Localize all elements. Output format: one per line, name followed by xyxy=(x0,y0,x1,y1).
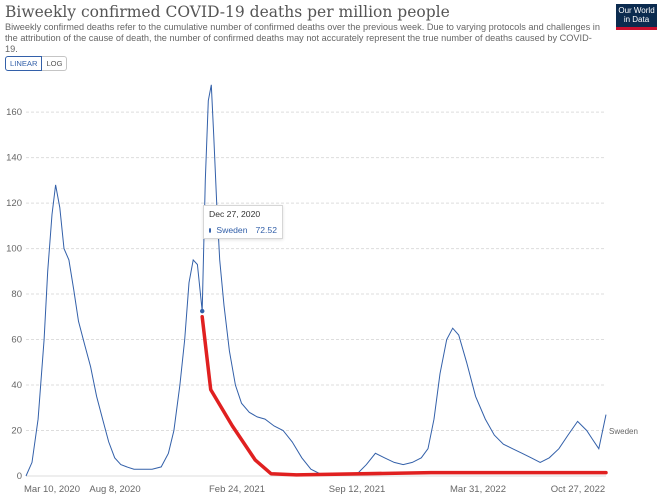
chart-title: Biweekly confirmed COVID-19 deaths per m… xyxy=(5,3,450,21)
x-tick-label: Mar 31, 2022 xyxy=(450,484,506,495)
gridlines xyxy=(26,111,606,477)
hover-point xyxy=(200,308,205,314)
y-tick-label: 120 xyxy=(6,198,22,209)
y-tick-label: 60 xyxy=(11,335,22,346)
series-line-sweden[interactable] xyxy=(25,84,607,477)
y-tick-label: 100 xyxy=(6,244,22,255)
linear-button[interactable]: LINEAR xyxy=(5,56,43,71)
chart-subtitle: Biweekly confirmed deaths refer to the c… xyxy=(5,22,600,54)
y-tick-label: 40 xyxy=(11,380,22,391)
x-tick-label: Mar 10, 2020 xyxy=(24,484,80,495)
owid-logo[interactable]: Our World in Data xyxy=(616,4,657,30)
tooltip-value: 72.52 xyxy=(255,225,277,235)
x-tick-label: Aug 8, 2020 xyxy=(89,484,140,495)
y-axis: 0 20 40 60 80 100 120 140 160 xyxy=(6,107,22,482)
series-label-sweden[interactable]: Sweden xyxy=(609,427,638,436)
scale-toggle: LINEAR LOG xyxy=(5,56,68,71)
logo-line-2: in Data xyxy=(623,15,650,24)
y-tick-label: 80 xyxy=(11,289,22,300)
y-tick-label: 160 xyxy=(6,107,22,118)
log-button[interactable]: LOG xyxy=(42,56,68,71)
x-tick-label: Sep 12, 2021 xyxy=(329,484,386,495)
tooltip-date: Dec 27, 2020 xyxy=(209,209,261,219)
logo-line-1: Our World xyxy=(618,6,655,15)
x-tick-label: Feb 24, 2021 xyxy=(209,484,265,495)
y-tick-label: 0 xyxy=(17,471,22,482)
tooltip: Dec 27, 2020 Sweden 72.52 xyxy=(203,205,283,239)
x-axis: Mar 10, 2020 Aug 8, 2020 Feb 24, 2021 Sep 1… xyxy=(24,484,605,495)
y-tick-label: 140 xyxy=(6,153,22,164)
tooltip-series: Sweden xyxy=(216,225,248,235)
logo-bar xyxy=(616,27,657,30)
tooltip-dot xyxy=(209,227,212,233)
annotation-line xyxy=(200,315,608,477)
x-tick-label: Oct 27, 2022 xyxy=(551,484,605,495)
y-tick-label: 20 xyxy=(11,426,22,437)
